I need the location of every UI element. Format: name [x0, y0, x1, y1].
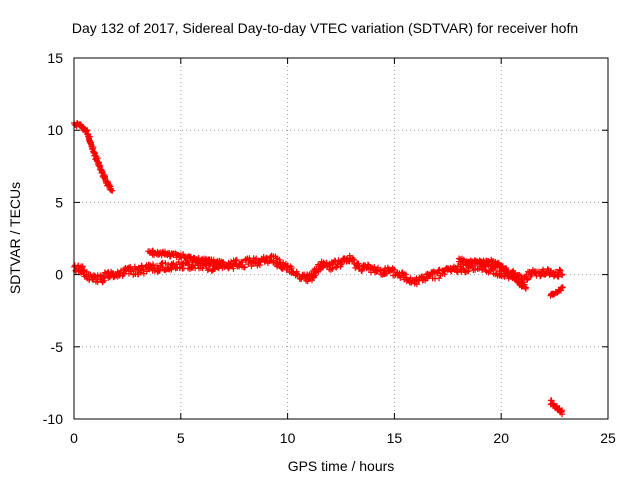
data-point [352, 264, 359, 271]
data-point [180, 251, 187, 258]
axes: 0 5 10 15 20 25 -10 -5 0 5 10 15 [43, 50, 616, 446]
data-point [156, 267, 163, 274]
data-point [170, 260, 177, 267]
y-tick-label: -10 [43, 411, 63, 427]
data-point [109, 187, 116, 194]
y-tick-label: 0 [55, 267, 63, 283]
x-tick-label: 15 [387, 430, 403, 446]
data-point [436, 275, 443, 282]
series [145, 247, 227, 268]
data-point [434, 270, 441, 277]
data-point [91, 272, 98, 279]
data-point [293, 270, 300, 277]
data-point [413, 281, 420, 288]
data-point [559, 272, 566, 278]
y-tick-label: 15 [47, 50, 63, 66]
data-point [79, 264, 86, 271]
series [547, 397, 566, 418]
data-point [557, 267, 564, 274]
y-tick-label: 5 [55, 194, 63, 210]
data-point [522, 285, 529, 292]
data-point [501, 273, 508, 280]
data-point [339, 260, 345, 267]
plot-frame [73, 57, 609, 420]
data-point [559, 284, 566, 291]
series [71, 120, 116, 194]
data-point [542, 271, 549, 277]
series [456, 255, 529, 292]
x-tick-label: 5 [177, 430, 185, 446]
x-tick-label: 10 [280, 430, 296, 446]
data-point [559, 411, 566, 418]
series [547, 284, 566, 299]
data-point [89, 145, 96, 152]
data-point [220, 259, 227, 266]
data-point [226, 264, 233, 271]
data-point [558, 287, 564, 294]
x-axis-label: GPS time / hours [288, 458, 395, 474]
data-point [168, 266, 175, 273]
x-tick-label: 0 [70, 430, 78, 446]
data-point [430, 268, 437, 275]
data-point [230, 265, 237, 272]
data-point [100, 277, 107, 284]
data-point [465, 268, 472, 275]
data-point [333, 264, 339, 271]
x-tick-label: 25 [600, 430, 616, 446]
data-point [524, 276, 531, 283]
data-point [106, 182, 113, 189]
y-axis-label: SDTVAR / TECUs [7, 182, 23, 294]
data-point [199, 265, 206, 272]
x-tick-label: 20 [493, 430, 509, 446]
grid [74, 58, 608, 419]
y-tick-label: -5 [51, 339, 64, 355]
data-point [233, 256, 240, 263]
data-point [241, 264, 248, 271]
plot-area [71, 120, 566, 418]
data-point [441, 271, 448, 278]
chart-title: Day 132 of 2017, Sidereal Day-to-day VTE… [72, 20, 578, 36]
y-tick-label: 10 [47, 122, 63, 138]
